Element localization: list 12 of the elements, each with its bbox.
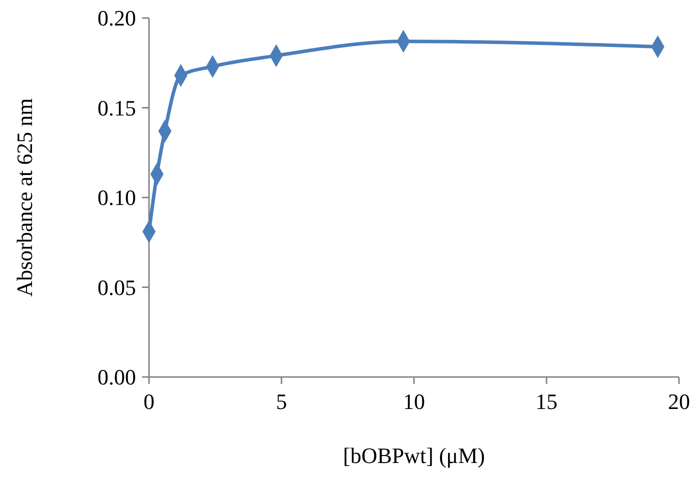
y-tick-label: 0.10 (98, 185, 136, 210)
x-tick-label: 20 (668, 389, 690, 414)
x-tick-label: 5 (276, 389, 287, 414)
y-axis-title: Absorbance at 625 nm (12, 98, 37, 297)
x-tick-label: 0 (144, 389, 154, 414)
x-axis-title: [bOBPwt] (μM) (343, 443, 485, 468)
x-tick-label: 15 (536, 389, 558, 414)
y-tick-label: 0.00 (98, 364, 136, 390)
y-tick-label: 0.15 (98, 95, 136, 120)
y-tick-label: 0.20 (98, 6, 136, 31)
y-tick-label: 0.05 (98, 274, 136, 300)
x-tick-label: 10 (403, 389, 425, 414)
